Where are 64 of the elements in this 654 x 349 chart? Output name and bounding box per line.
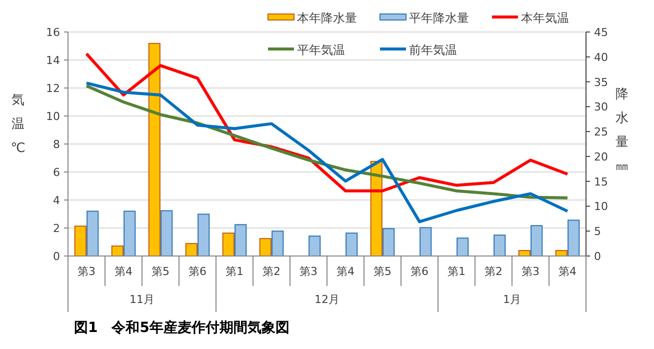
category: 第5 xyxy=(374,265,392,278)
category: 第2 xyxy=(484,265,502,278)
category: 第1 xyxy=(226,265,244,278)
bar xyxy=(259,238,272,256)
y2-tick-label: 15 xyxy=(594,175,608,188)
y2-tick-label: 20 xyxy=(594,150,608,164)
category: 第3 xyxy=(300,265,318,278)
bar xyxy=(160,210,173,256)
category: 第1 xyxy=(448,265,466,278)
y-tick-label: 4 xyxy=(53,194,60,207)
legend-label: 前年気温 xyxy=(409,43,457,57)
annotation: 12月 xyxy=(314,293,340,306)
title: 図1 令和5年産麦作付期間気象図 xyxy=(74,320,290,336)
legend-label: 本年気温 xyxy=(521,11,569,25)
bar xyxy=(185,243,198,256)
y2-tick-label: 40 xyxy=(594,50,608,64)
y-tick-label: 2 xyxy=(53,222,60,235)
y-tick-label: 6 xyxy=(53,166,60,179)
y-tick-label: 12 xyxy=(46,82,60,95)
y-tick-label: 16 xyxy=(46,26,60,39)
legend-label: 平年降水量 xyxy=(409,11,469,25)
category: 第3 xyxy=(78,265,96,278)
bar xyxy=(456,238,469,256)
category: 第6 xyxy=(410,265,428,278)
bar xyxy=(124,210,136,256)
y2-tick-label: 45 xyxy=(594,26,608,39)
y-tick-label: 0 xyxy=(53,250,60,263)
y2-tick-label: 10 xyxy=(594,200,608,214)
category: 第3 xyxy=(522,265,540,278)
y-tick-label: 14 xyxy=(46,54,60,67)
bar xyxy=(568,220,580,256)
bar xyxy=(148,42,160,256)
bar xyxy=(530,225,543,256)
category: 第4 xyxy=(336,265,354,278)
y-tick-label: 8 xyxy=(53,138,60,151)
category: 第6 xyxy=(188,265,206,278)
bar xyxy=(494,234,506,256)
bar xyxy=(346,232,358,256)
y2-tick-label: 35 xyxy=(594,76,608,89)
category: 第5 xyxy=(152,265,170,278)
legend-label: 平年気温 xyxy=(297,43,345,57)
bar xyxy=(222,232,234,256)
y-tick-label: 10 xyxy=(46,110,60,123)
y2-tick-label: 0 xyxy=(594,250,601,263)
y2-tick-label: 30 xyxy=(594,100,608,114)
y2-tick-label: 5 xyxy=(594,225,601,238)
annotation: 1月 xyxy=(503,293,521,306)
bar xyxy=(234,224,247,256)
annotation: 11月 xyxy=(130,293,154,306)
bar xyxy=(198,214,210,256)
category: 第2 xyxy=(262,265,280,278)
y2label: 降水量㎜ xyxy=(616,87,628,174)
bar xyxy=(308,236,321,256)
bar xyxy=(74,226,86,256)
ylabel: 気温℃ xyxy=(10,93,26,156)
category: 第4 xyxy=(558,265,576,278)
bar xyxy=(382,228,395,256)
bar xyxy=(420,227,432,256)
bar xyxy=(272,230,284,256)
category: 第4 xyxy=(114,265,132,278)
legend-label: 本年降水量 xyxy=(297,11,357,25)
y2-tick-label: 25 xyxy=(594,126,608,139)
bar xyxy=(111,246,124,256)
bar xyxy=(86,210,99,256)
